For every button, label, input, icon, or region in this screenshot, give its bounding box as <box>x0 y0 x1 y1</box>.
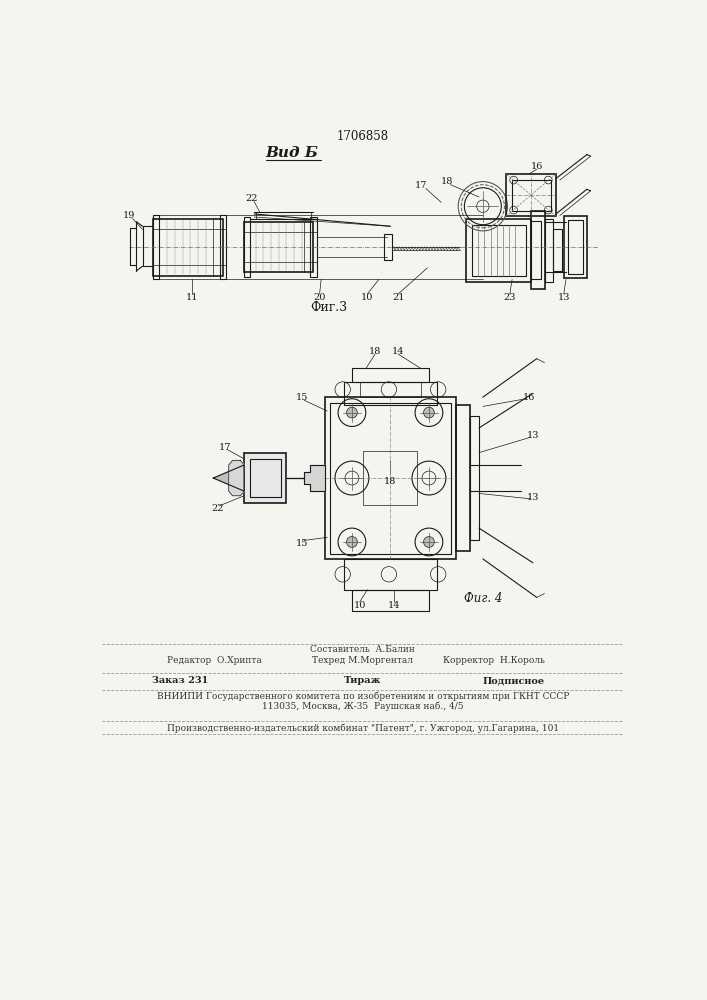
Bar <box>363 451 417 505</box>
Circle shape <box>346 407 357 418</box>
Text: 13: 13 <box>557 293 570 302</box>
Bar <box>532 221 541 279</box>
Text: Редактор  О.Хрипта: Редактор О.Хрипта <box>167 656 262 665</box>
Bar <box>466 219 532 282</box>
Text: Составитель  А.Балин: Составитель А.Балин <box>310 645 415 654</box>
Text: 22: 22 <box>245 194 258 203</box>
Text: 1706858: 1706858 <box>337 130 389 143</box>
Text: Производственно-издательский комбинат "Патент", г. Ужгород, ул.Гагарина, 101: Производственно-издательский комбинат "П… <box>167 724 559 733</box>
Bar <box>344 559 437 590</box>
Text: 19: 19 <box>122 211 135 220</box>
Bar <box>325 397 456 559</box>
Text: 22: 22 <box>211 504 223 513</box>
Text: 113035, Москва, Ж-35  Раушская наб., 4/5: 113035, Москва, Ж-35 Раушская наб., 4/5 <box>262 702 464 711</box>
Text: Фиг. 4: Фиг. 4 <box>464 592 502 605</box>
Bar <box>153 215 160 279</box>
Bar <box>545 219 553 282</box>
Text: 18: 18 <box>441 177 454 186</box>
Bar <box>310 217 317 277</box>
Bar <box>456 405 469 551</box>
Text: 16: 16 <box>523 393 535 402</box>
Bar <box>153 219 223 276</box>
Text: Корректор  Н.Король: Корректор Н.Король <box>443 656 544 665</box>
Text: 23: 23 <box>503 293 516 302</box>
Bar <box>385 234 392 260</box>
Bar <box>352 590 429 611</box>
Bar <box>469 416 479 540</box>
Circle shape <box>423 537 434 547</box>
Circle shape <box>346 537 357 547</box>
Text: ВНИИПИ Государственного комитета по изобретениям и открытиям при ГКНТ СССР: ВНИИПИ Государственного комитета по изоб… <box>156 691 569 701</box>
Bar <box>244 217 250 277</box>
Text: Фиг.3: Фиг.3 <box>310 301 347 314</box>
Text: 21: 21 <box>392 293 404 302</box>
Text: Тираж: Тираж <box>344 676 382 685</box>
Text: Техред М.Моргентал: Техред М.Моргентал <box>312 656 413 665</box>
Text: 16: 16 <box>530 162 543 171</box>
Text: 15: 15 <box>296 393 308 402</box>
Text: 10: 10 <box>354 601 366 610</box>
Bar <box>568 220 583 274</box>
Bar <box>330 403 450 554</box>
Bar <box>532 211 545 289</box>
Bar <box>563 216 587 278</box>
Text: Вид Б: Вид Б <box>265 146 318 160</box>
Text: 13: 13 <box>527 431 539 440</box>
Bar <box>244 453 286 503</box>
Polygon shape <box>229 460 244 496</box>
Polygon shape <box>286 465 325 491</box>
Bar <box>344 382 437 405</box>
Circle shape <box>423 407 434 418</box>
Text: 17: 17 <box>415 181 428 190</box>
Text: 15: 15 <box>296 539 308 548</box>
Text: 20: 20 <box>313 293 326 302</box>
Text: 17: 17 <box>218 443 231 452</box>
Bar <box>219 215 226 279</box>
Text: 13: 13 <box>527 493 539 502</box>
Text: 11: 11 <box>185 293 198 302</box>
Text: 18: 18 <box>369 347 381 356</box>
Bar <box>553 229 562 271</box>
Text: 10: 10 <box>361 293 373 302</box>
Bar <box>512 180 551 211</box>
Bar <box>250 459 281 497</box>
Bar <box>352 368 429 382</box>
Bar <box>506 174 556 216</box>
Bar <box>244 222 313 272</box>
Text: 18: 18 <box>385 477 397 486</box>
Bar <box>472 225 526 276</box>
Text: 14: 14 <box>392 347 404 356</box>
Text: 14: 14 <box>388 601 401 610</box>
Polygon shape <box>214 465 244 491</box>
Text: Подписное: Подписное <box>482 676 544 685</box>
Text: Заказ 231: Заказ 231 <box>152 676 208 685</box>
Bar <box>360 382 421 397</box>
